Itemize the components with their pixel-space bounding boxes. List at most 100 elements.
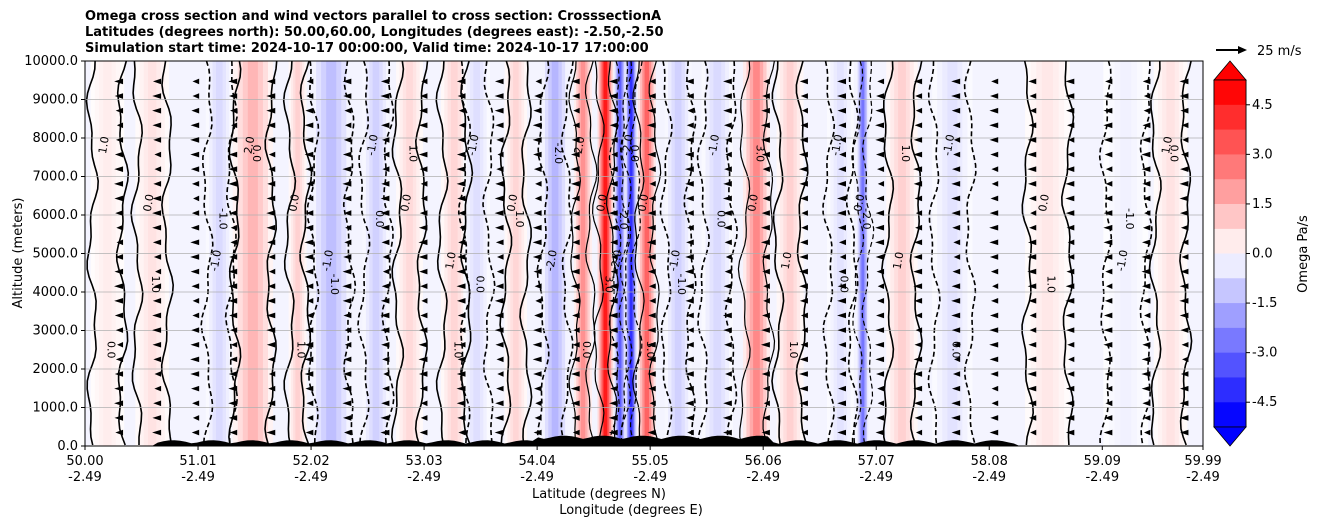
- wind-vector: [1103, 312, 1113, 319]
- wind-vector: [570, 151, 580, 158]
- wind-vector: [306, 312, 314, 319]
- wind-vector: [646, 341, 656, 348]
- wind-vector: [725, 371, 732, 377]
- wind-vector: [1141, 283, 1151, 290]
- wind-vector: [1181, 151, 1189, 158]
- wind-vector: [647, 151, 656, 158]
- wind-vector: [342, 371, 352, 377]
- wind-vector: [76, 240, 85, 246]
- wind-vector: [496, 385, 504, 392]
- wind-vector: [725, 254, 732, 260]
- wind-vector: [875, 107, 885, 114]
- wind-vector: [723, 181, 732, 187]
- wind-vector: [190, 151, 200, 158]
- wind-vector: [838, 268, 847, 275]
- wind-vector: [534, 415, 542, 421]
- wind-vector: [381, 239, 390, 246]
- wind-vector: [686, 93, 694, 99]
- wind-vector: [304, 137, 314, 143]
- contour-line-22-1: [861, 61, 875, 446]
- wind-vector: [839, 356, 847, 363]
- wind-vector: [534, 195, 542, 202]
- wind-vector: [913, 254, 923, 260]
- wind-vector: [380, 415, 390, 421]
- wind-vector: [609, 283, 618, 290]
- wind-vector: [495, 341, 504, 348]
- wind-vector: [572, 312, 580, 319]
- wind-vector: [611, 254, 618, 260]
- x-tick-label-lon: -2.49: [294, 470, 328, 485]
- wind-vector: [799, 400, 808, 407]
- wind-vector: [799, 371, 808, 377]
- contour-label: 0.0: [628, 145, 641, 163]
- wind-vector: [989, 356, 999, 363]
- wind-vector: [342, 298, 352, 304]
- wind-vector: [800, 415, 808, 421]
- wind-vector: [153, 137, 162, 143]
- wind-vector: [684, 385, 694, 392]
- wind-vector: [231, 122, 238, 129]
- wind-vector: [192, 312, 200, 319]
- wind-vector: [1141, 254, 1151, 260]
- wind-vector: [306, 93, 314, 99]
- wind-vector: [1104, 298, 1113, 304]
- wind-vector: [1141, 137, 1151, 143]
- wind-vector: [685, 195, 694, 202]
- wind-vector: [152, 195, 162, 202]
- wind-vector: [79, 415, 85, 421]
- wind-vector: [266, 415, 276, 421]
- wind-vector: [190, 371, 200, 377]
- wind-vector: [608, 210, 618, 216]
- wind-vector: [495, 283, 504, 290]
- wind-vector: [952, 224, 961, 231]
- wind-vector: [837, 224, 847, 231]
- wind-vector: [191, 429, 200, 436]
- wind-vector: [1180, 210, 1189, 216]
- wind-vector: [153, 254, 162, 260]
- contour-line-16-0: [632, 61, 645, 446]
- wind-vector: [763, 283, 770, 290]
- wind-vector: [533, 166, 542, 172]
- wind-vector: [382, 166, 390, 172]
- wind-vector: [1179, 400, 1189, 407]
- wind-vector: [685, 298, 694, 304]
- wind-vector: [381, 181, 390, 187]
- colorbar-tick-label: -1.5: [1252, 296, 1277, 311]
- wind-vector: [419, 107, 428, 114]
- wind-vector: [989, 224, 999, 231]
- contour-label: 1.0: [96, 135, 112, 154]
- wind-vector: [951, 312, 961, 319]
- wind-vector: [345, 224, 352, 231]
- wind-vector: [1105, 268, 1113, 275]
- wind-vector: [760, 239, 770, 246]
- wind-vector: [420, 283, 428, 290]
- x-tick-label-lat: 56.06: [745, 454, 782, 469]
- wind-vector: [1180, 429, 1189, 436]
- wind-vector: [685, 78, 694, 85]
- wind-vector: [609, 327, 618, 333]
- contour-label: -1.0: [1123, 208, 1136, 229]
- wind-vector: [266, 122, 276, 129]
- y-tick-label: 7000.0: [33, 170, 79, 185]
- wind-vector: [722, 312, 732, 319]
- wind-vector: [723, 78, 732, 85]
- wind-vector: [1065, 400, 1075, 407]
- wind-vector: [723, 283, 732, 290]
- wind-vector: [762, 385, 770, 392]
- wind-vector: [532, 254, 542, 260]
- wind-vector: [799, 385, 808, 392]
- wind-vector: [913, 166, 923, 172]
- contour-label: 1.0: [513, 210, 526, 228]
- wind-vector: [153, 181, 162, 187]
- colorbar-ticks: -4.5 -3.0 -1.5 0.0 1.5 3.0 4.5: [1246, 98, 1277, 410]
- wind-vector: [953, 254, 961, 260]
- wind-vector: [837, 415, 847, 421]
- wind-vector: [114, 385, 124, 392]
- wind-vector: [228, 166, 238, 172]
- wind-vector: [382, 385, 390, 392]
- wind-vector: [344, 107, 352, 114]
- contour-line-14-1: [618, 61, 632, 446]
- wind-vector: [1142, 239, 1151, 246]
- wind-vector: [533, 268, 542, 275]
- wind-vector: [114, 181, 124, 187]
